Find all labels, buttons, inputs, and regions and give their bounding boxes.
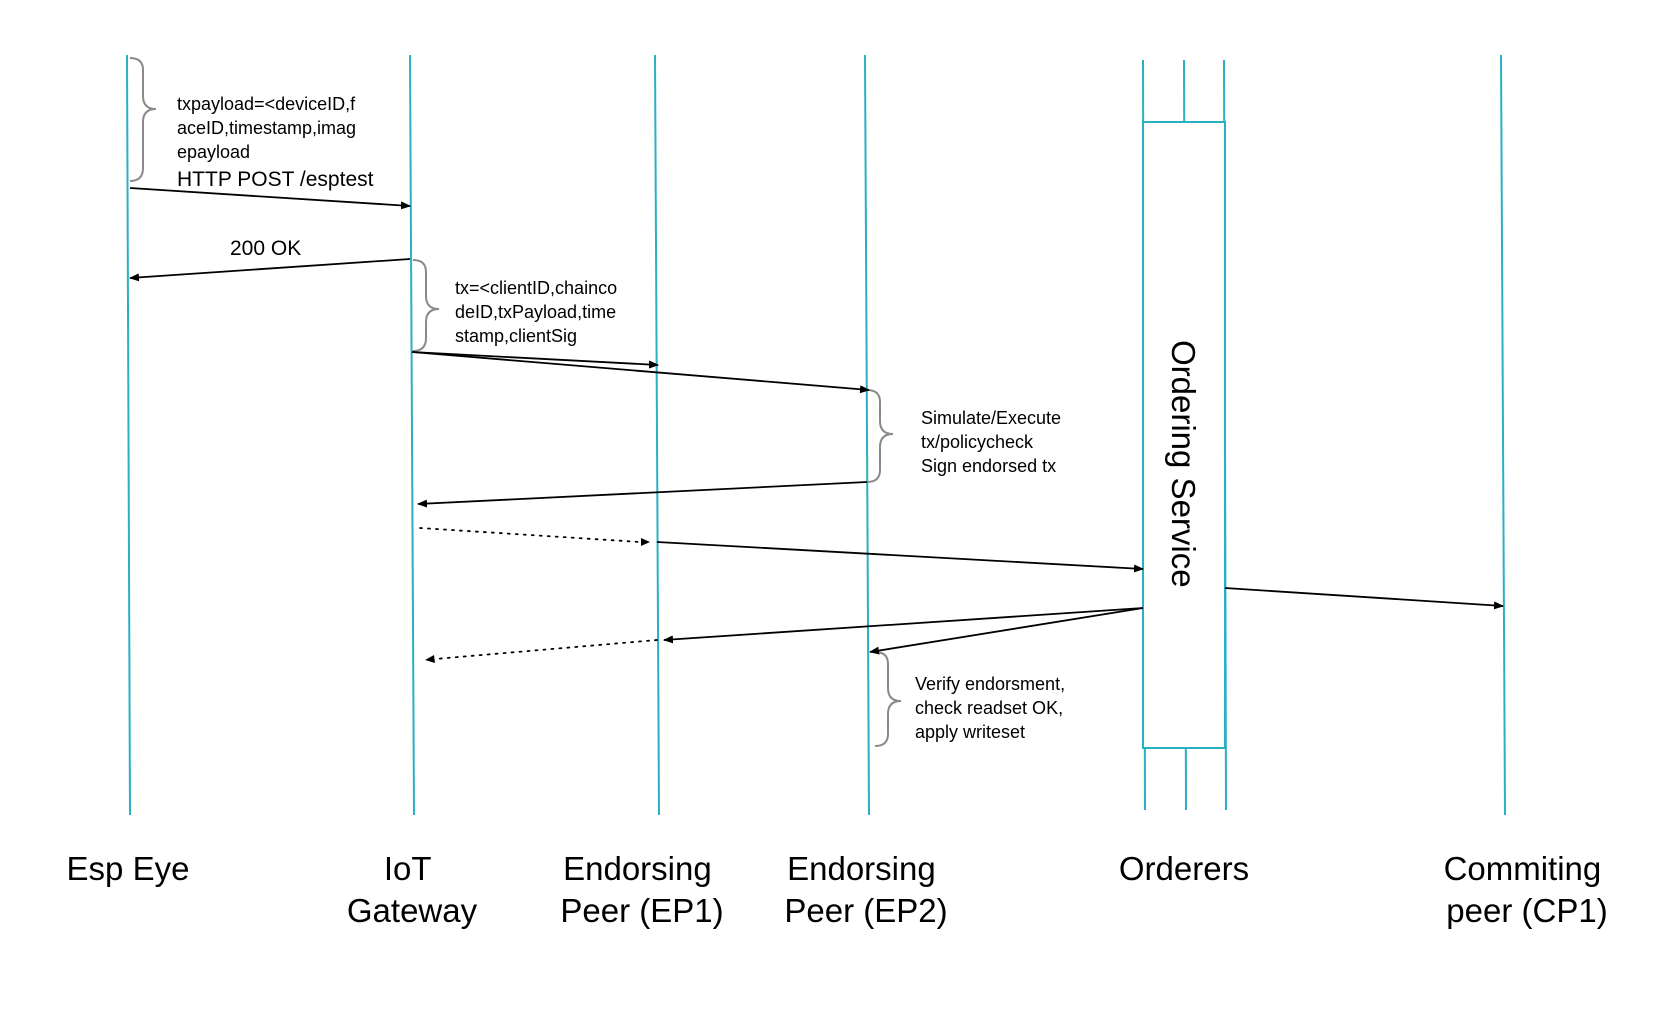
arrow-orderers-to-cp1 xyxy=(1224,587,1504,610)
arrow-orderers-to-ep2 xyxy=(869,607,1144,655)
arrowhead-dotted-gateway xyxy=(641,538,650,546)
lifeline-ep2 xyxy=(864,54,870,816)
brace-verify xyxy=(874,651,902,747)
arrow-tx-to-ep2 xyxy=(411,351,870,394)
note-simulate: Simulate/Execute tx/policycheck Sign end… xyxy=(921,408,1066,476)
arrow-dotted-ep1-to-gateway xyxy=(434,639,658,660)
brace-txpayload xyxy=(129,57,157,182)
brace-simulate xyxy=(866,389,894,483)
actor-iot-gateway: IoT Gateway xyxy=(347,850,478,929)
arrowhead-dotted-ep1 xyxy=(425,655,435,663)
arrow-tx-to-ep1 xyxy=(411,351,659,369)
label-http-post: HTTP POST /esptest xyxy=(177,168,374,191)
arrow-orderers-to-ep1 xyxy=(663,607,1144,644)
arrow-ep1-to-orderers xyxy=(656,541,1144,573)
lifeline-ep1 xyxy=(654,54,660,816)
note-verify: Verify endorsment, check readset OK, app… xyxy=(915,674,1070,742)
actor-orderers: Orderers xyxy=(1119,850,1249,887)
actor-ep2: Endorsing Peer (EP2) xyxy=(784,850,947,929)
ordering-service-box xyxy=(1142,121,1226,749)
note-txpayload: txpayload=<deviceID,f aceID,timestamp,im… xyxy=(177,94,361,162)
actor-cp1: Commiting peer (CP1) xyxy=(1444,850,1611,929)
actor-ep1: Endorsing Peer (EP1) xyxy=(560,850,723,929)
brace-tx xyxy=(412,259,440,352)
ordering-service-label: Ordering Service xyxy=(1165,340,1202,588)
lifeline-cp1 xyxy=(1500,54,1506,816)
arrow-dotted-gateway-to-ep1 xyxy=(419,527,641,543)
actor-esp-eye: Esp Eye xyxy=(67,850,190,887)
lifeline-esp-eye xyxy=(126,54,131,816)
label-200-ok: 200 OK xyxy=(230,237,301,260)
arrow-http-post xyxy=(129,187,411,210)
lifeline-iot-gateway xyxy=(409,54,415,816)
note-tx: tx=<clientID,chainco deID,txPayload,time… xyxy=(455,278,622,346)
arrow-200-ok xyxy=(129,258,411,282)
arrow-endorsement-return xyxy=(417,481,868,508)
